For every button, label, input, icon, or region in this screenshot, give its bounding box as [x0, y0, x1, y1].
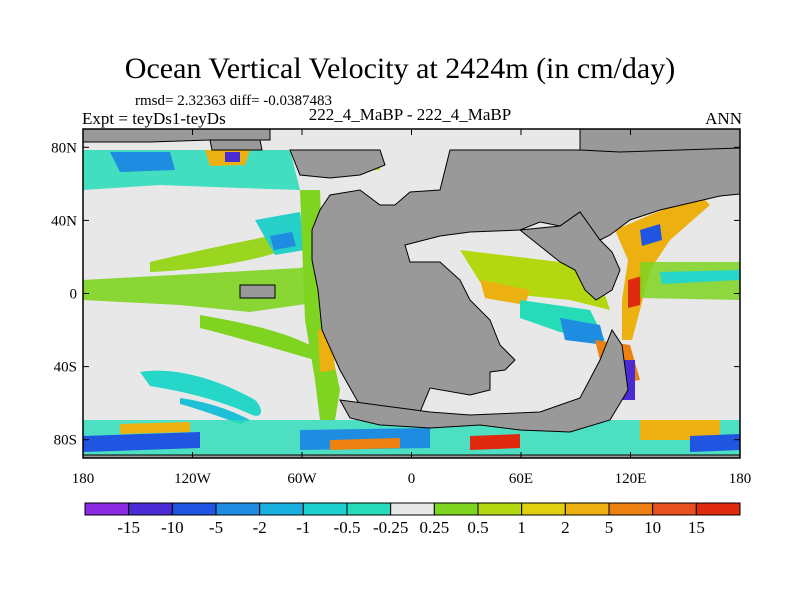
stats-line: rmsd= 2.32363 diff= -0.0387483 [135, 93, 333, 109]
x-tick-label: 180 [729, 471, 752, 487]
map-field [83, 129, 740, 458]
colorbar-swatch [652, 502, 697, 516]
southern-ocean-mid-orange [330, 438, 400, 450]
colorbar-swatch [564, 502, 610, 516]
pacific-south-band [200, 315, 315, 360]
map-title: Ocean Vertical Velocity at 2424m (in cm/… [124, 52, 676, 85]
colorbar-label: 15 [688, 518, 705, 537]
x-tick-label: 120E [615, 471, 647, 487]
indian-ocean-band [460, 250, 610, 310]
south-pacific-cyan-blob [140, 370, 262, 416]
arctic-band-left-blue [110, 152, 175, 172]
x-tick-label: 180 [72, 471, 95, 487]
x-axis: 180 120W 60W 0 60E 120E 180 [72, 129, 752, 487]
colorbar-swatch [477, 502, 523, 516]
land-arctic-right [579, 129, 740, 153]
colorbar-label: 0.5 [467, 518, 488, 537]
colorbar-label: -0.25 [373, 518, 408, 537]
colorbar-swatch [390, 502, 435, 516]
colorbar-swatch [433, 502, 479, 516]
colorbar-swatch [346, 502, 392, 516]
season-label: ANN [705, 109, 742, 128]
colorbar-label: 5 [605, 518, 614, 537]
colorbar-swatch [695, 502, 741, 516]
colorbar-label: -5 [209, 518, 223, 537]
southern-ocean-red [470, 434, 520, 450]
case-label: 222_4_MaBP - 222_4_MaBP [308, 105, 512, 124]
colorbar-label: 10 [644, 518, 661, 537]
colorbar-swatch [128, 502, 173, 516]
colorbar-label: -1 [296, 518, 310, 537]
x-tick-label: 60E [509, 471, 533, 487]
y-tick-label: 0 [70, 287, 78, 303]
colorbar-swatch [302, 502, 348, 516]
colorbar-swatch [608, 502, 654, 516]
land-asia-block [518, 211, 621, 301]
southern-ocean-blue-left [83, 432, 200, 452]
indian-ocean-blue [560, 318, 605, 345]
pacific-equatorial-band [83, 262, 320, 312]
west-pacific-blue [640, 224, 662, 246]
arctic-purple [225, 152, 240, 162]
y-tick-label: 40N [51, 213, 77, 229]
x-tick-label: 120W [174, 471, 212, 487]
colorbar-label: -10 [161, 518, 184, 537]
x-tick-label: 0 [408, 471, 416, 487]
colorbar-swatch [171, 502, 217, 516]
pacific-green-tongue [150, 236, 285, 272]
colorbar-label: 0.25 [419, 518, 449, 537]
southern-ocean-right-blue [690, 434, 740, 452]
west-pacific-red [628, 276, 642, 308]
land-greenland-strip [289, 149, 386, 179]
colorbar-swatch [84, 502, 130, 516]
colorbar-label: 1 [517, 518, 526, 537]
colorbar-label: -15 [117, 518, 140, 537]
colorbar-label: -0.5 [334, 518, 361, 537]
indian-ocean-orange [480, 280, 530, 305]
x-tick-label: 60W [287, 471, 317, 487]
experiment-label: Expt = teyDs1-teyDs [82, 109, 226, 128]
land-antarctica [339, 328, 629, 433]
southern-ocean-right-orange [640, 420, 720, 440]
y-tick-label: 80N [51, 140, 77, 156]
land-small-island [239, 284, 276, 299]
colorbar-swatch [259, 502, 304, 516]
colorbar: -15 -10 -5 -2 -1 -0.5 -0.25 0.25 0.5 1 2 5 10 15 [84, 502, 741, 537]
north-pacific-blue [270, 232, 296, 250]
y-axis: 80N 40N 0 40S 80S [51, 140, 740, 449]
colorbar-label: 2 [561, 518, 570, 537]
y-tick-label: 80S [54, 433, 77, 449]
colorbar-swatch [521, 502, 566, 516]
colorbar-label: -2 [253, 518, 267, 537]
pacific-cyan-streak [180, 398, 250, 424]
land-island-2 [209, 139, 263, 151]
southern-ocean-orange-left [120, 422, 190, 434]
equator-east-cyan [660, 270, 740, 284]
y-tick-label: 40S [54, 360, 77, 376]
colorbar-swatch [215, 502, 261, 516]
